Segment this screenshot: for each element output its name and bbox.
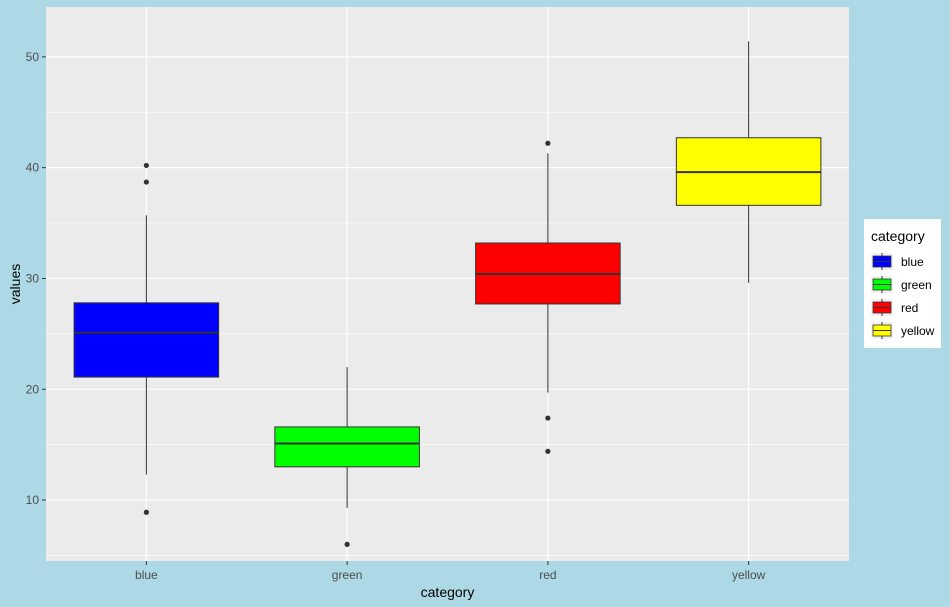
legend-label-blue: blue xyxy=(901,255,924,269)
box-yellow xyxy=(675,41,822,283)
y-tick-label: 10 xyxy=(26,493,40,507)
outlier-point xyxy=(143,179,149,185)
x-tick-label: blue xyxy=(135,568,158,582)
legend: category blue green red yellow xyxy=(864,219,941,348)
plot-panel xyxy=(46,7,849,561)
legend-title: category xyxy=(871,228,925,244)
boxes-layer xyxy=(73,41,822,547)
box-iqr xyxy=(274,426,420,468)
outlier-point xyxy=(545,448,551,454)
x-tick-label: green xyxy=(332,568,363,582)
outlier-point xyxy=(545,140,551,146)
x-tick-label: red xyxy=(539,568,556,582)
legend-label-green: green xyxy=(901,278,932,292)
outlier-point xyxy=(545,415,551,421)
legend-items: blue green red yellow xyxy=(871,253,935,339)
box-red xyxy=(475,140,621,454)
outlier-point xyxy=(143,162,149,169)
legend-label-yellow: yellow xyxy=(901,324,935,338)
x-axis-title: category xyxy=(421,584,475,600)
y-axis-ticks: 10 20 30 40 50 xyxy=(26,50,46,507)
y-tick-label: 30 xyxy=(26,271,40,285)
outlier-point xyxy=(143,509,149,515)
y-tick-label: 40 xyxy=(26,161,40,175)
x-tick-label: yellow xyxy=(732,568,766,582)
outlier-point xyxy=(344,541,350,547)
y-tick-label: 50 xyxy=(26,50,40,64)
y-axis-title: values xyxy=(7,264,23,304)
y-tick-label: 20 xyxy=(26,382,40,396)
box-blue xyxy=(73,162,220,515)
x-axis-ticks: blue green red yellow xyxy=(135,561,766,582)
box-green xyxy=(274,367,420,547)
legend-label-red: red xyxy=(901,301,918,315)
box-iqr xyxy=(73,302,220,378)
